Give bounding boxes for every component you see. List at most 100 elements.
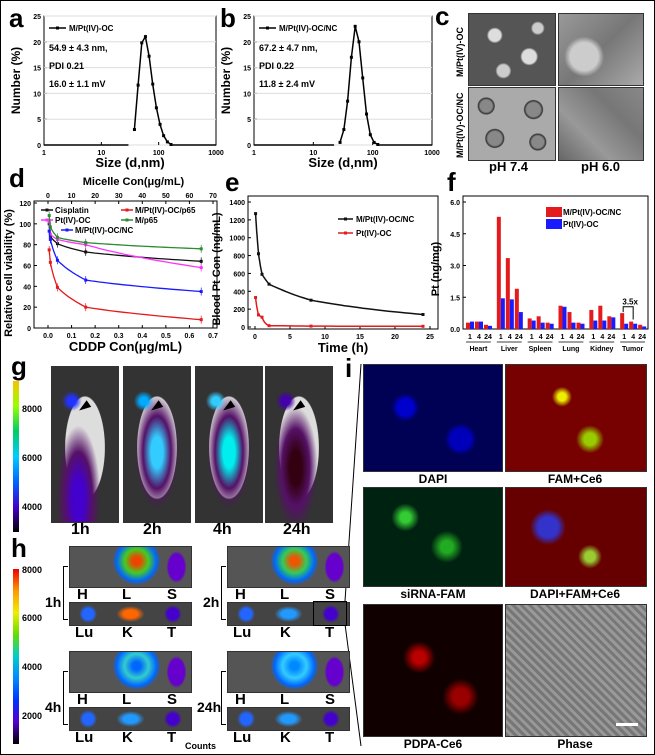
group-bracket — [63, 671, 68, 725]
y-tick-label: 800 — [233, 254, 245, 261]
data-point — [260, 272, 264, 276]
data-point — [47, 229, 51, 233]
h-colorbar-tick: 4000 — [22, 662, 43, 672]
y-tick-label: 0 — [247, 143, 251, 150]
organ-label: K — [280, 729, 291, 746]
bar — [470, 321, 474, 329]
y-axis-label: Blood Pt Con (ng/mL) — [211, 212, 223, 325]
bar-subcategory-label: 1 — [468, 334, 472, 341]
data-point — [267, 282, 271, 286]
microscopy-image-3 — [363, 487, 503, 587]
data-point — [342, 128, 346, 132]
microscopy-image-1 — [363, 364, 503, 472]
bar-category-label: Liver — [501, 346, 518, 353]
plot-frame — [462, 195, 649, 330]
bar — [518, 312, 523, 329]
data-point — [346, 99, 350, 103]
microscopy-image-2 — [505, 364, 647, 472]
legend-marker — [45, 218, 49, 222]
mouse-image-24h — [265, 366, 333, 523]
x-axis-label: Size (d,nm) — [95, 155, 164, 170]
legend-swatch — [546, 219, 562, 229]
data-point — [199, 290, 203, 294]
bar — [527, 318, 532, 329]
group-bracket — [63, 566, 68, 620]
bar — [505, 258, 510, 329]
series-line — [133, 34, 172, 146]
bar — [580, 323, 585, 329]
tem-image-ocnc-ph74 — [468, 87, 556, 161]
data-point — [260, 315, 264, 319]
bar — [466, 322, 470, 329]
data-point — [154, 106, 158, 110]
y-tick-label: 120 — [19, 201, 31, 208]
x-tick-label: 0.0 — [43, 333, 53, 340]
organ-image-top — [69, 651, 192, 693]
data-point — [199, 318, 203, 322]
data-point — [84, 241, 88, 245]
data-point — [421, 324, 425, 328]
x2-tick-label: 50 — [162, 193, 170, 200]
y-tick-label: 60 — [23, 264, 31, 271]
x2-axis-label: Micelle Con(μg/mL) — [83, 176, 185, 188]
data-point — [151, 82, 155, 86]
bar — [638, 324, 643, 329]
g-colorbar-tick: 8000 — [22, 404, 43, 414]
x-tick-label: 15 — [356, 334, 364, 341]
legend-label: Pt(IV)-OC — [563, 220, 599, 229]
mouse-image-4h — [195, 366, 263, 523]
bar-subcategory-label: 4 — [631, 334, 635, 341]
organ-image-top — [227, 651, 350, 693]
microscopy-label: FAM+Ce6 — [547, 472, 603, 486]
bar-category-label: Tumor — [622, 346, 644, 353]
h-time-label: 4h — [45, 699, 62, 715]
tem-image-ocnc-ph60 — [558, 87, 644, 161]
data-point — [48, 237, 52, 241]
organ-label: L — [122, 691, 132, 708]
h-time-label: 2h — [203, 594, 220, 610]
x-tick-label: 100 — [367, 150, 379, 157]
legend-label: M/Pt(IV)-OC/NC — [279, 24, 337, 33]
y-tick-label: 400 — [233, 289, 245, 296]
legend-label: Pt(IV)-OC — [55, 216, 91, 225]
tem-col-label-2: pH 6.0 — [581, 159, 621, 174]
bar-subcategory-label: 4 — [508, 334, 512, 341]
bar — [620, 313, 625, 329]
bar-subcategory-label: 4 — [477, 334, 481, 341]
bar — [475, 321, 479, 329]
data-point — [55, 285, 59, 289]
bar — [633, 323, 638, 329]
data-point — [338, 140, 342, 144]
data-point — [55, 258, 59, 262]
x-axis-label: Time (h) — [318, 340, 368, 355]
bar-category-label: Kidney — [590, 346, 613, 353]
x-axis-label: CDDP Con(μg/mL) — [69, 339, 182, 354]
x-tick-label: 100 — [153, 150, 165, 157]
microscopy-label: Phase — [557, 737, 593, 751]
legend-label: M/Pt(IV)-OC — [69, 24, 114, 33]
microscopy-label: DAPI — [418, 472, 448, 486]
y-tick-label: 25 — [33, 14, 41, 21]
bar — [571, 322, 576, 329]
bar-subcategory-label: 1 — [622, 334, 626, 341]
panel-label-g: g — [11, 351, 27, 381]
x-tick-label: 20 — [391, 334, 399, 341]
y-tick-label: 0 — [27, 326, 31, 333]
x-tick-label: 0.3 — [114, 333, 124, 340]
organ-label: T — [325, 729, 335, 746]
data-point — [47, 248, 51, 252]
y-axis-label: Number (%) — [9, 47, 23, 114]
bar-category-label: Spleen — [529, 346, 552, 353]
series-line — [254, 213, 424, 316]
data-point — [199, 247, 203, 251]
bar — [500, 298, 505, 329]
bar — [562, 306, 567, 329]
x-tick-label: 25 — [426, 334, 434, 341]
bar-subcategory-label: 24 — [607, 334, 615, 341]
annotation-text: 16.0 ± 1.1 mV — [49, 79, 105, 89]
legend-label: M/Pt(IV)-OC/NC — [75, 226, 133, 235]
bar — [629, 321, 634, 329]
bar — [589, 309, 594, 329]
data-point — [55, 242, 59, 246]
